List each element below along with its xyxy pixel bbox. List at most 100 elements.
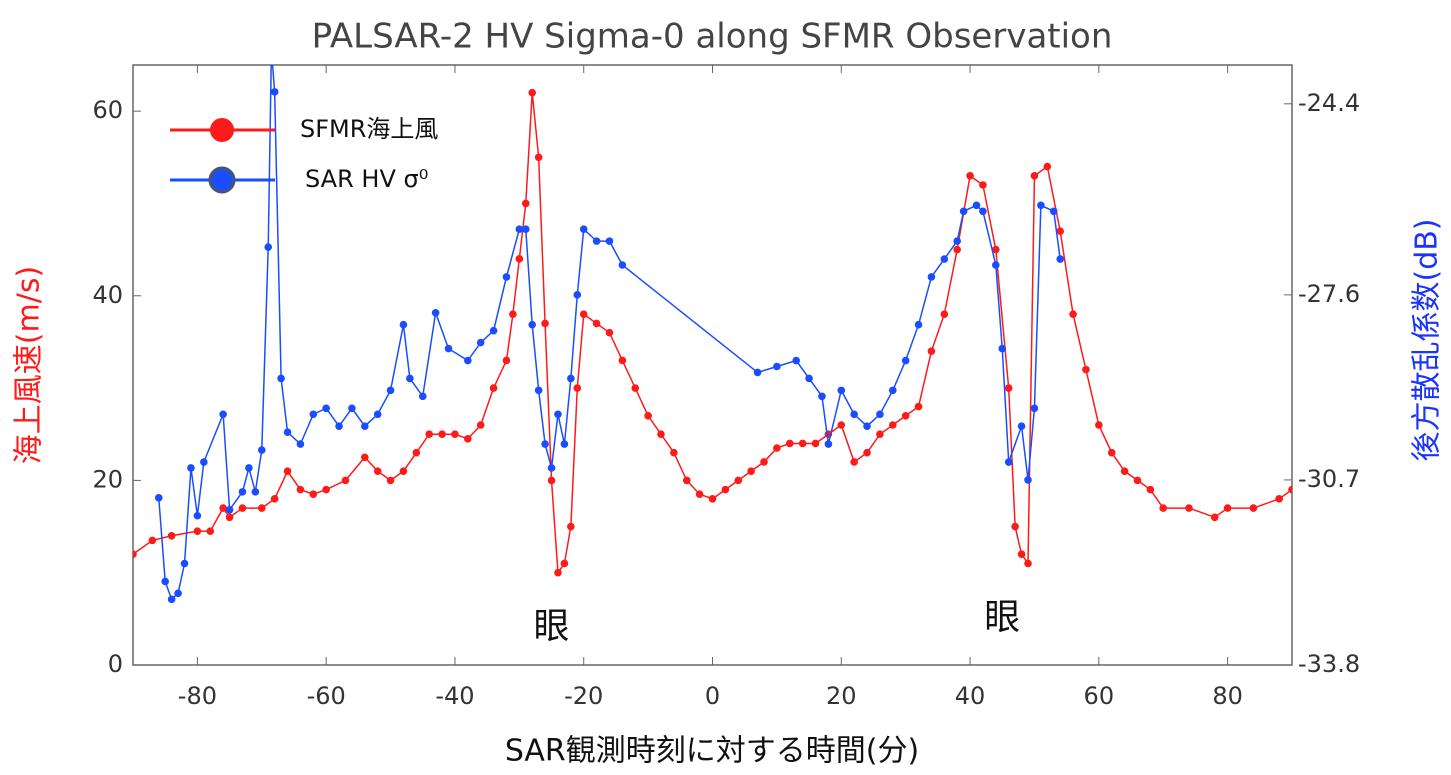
data-point [180,559,189,568]
legend-label: SFMR海上風 [300,115,438,143]
data-point [528,88,537,97]
data-point [863,422,871,430]
data-point [219,504,227,512]
y2-tick-label: -27.6 [1298,280,1360,308]
data-point [966,171,974,180]
data-point [914,402,923,411]
data-point [489,384,498,392]
data-point [888,386,897,395]
data-point [927,347,936,355]
data-point [682,476,691,485]
legend-label: SAR HV σ⁰ [305,165,428,193]
data-point [489,326,498,335]
data-point [283,428,292,436]
data-point [309,410,318,419]
data-point [225,513,234,522]
data-point [167,595,176,604]
data-point [148,536,157,545]
data-point [953,237,961,245]
plot-frame [132,64,1293,666]
data-point [734,476,743,485]
data-point [979,181,987,189]
data-point [438,430,446,439]
data-point [296,485,305,494]
y-tick-label: 0 [108,650,123,678]
data-point [476,338,485,347]
data-point [1024,559,1032,568]
data-point [888,421,897,429]
x-tick-label: 60 [1084,682,1115,710]
data-point [386,386,395,395]
data-point [1120,467,1129,475]
data-point [509,310,517,319]
data-point [1069,310,1077,319]
data-point [431,308,440,317]
data-point [1249,504,1258,512]
data-point [515,255,524,263]
data-point [747,467,755,475]
data-point [644,411,652,420]
data-point [998,344,1007,353]
data-point [476,421,485,429]
data-point [1210,513,1219,522]
data-point [268,46,276,54]
data-point [270,88,279,96]
data-point [515,225,524,233]
data-point [721,485,730,494]
data-point [502,356,511,365]
data-point [187,464,195,472]
data-point [1082,365,1090,374]
data-point [773,362,781,371]
data-point [818,392,826,401]
data-point [792,356,801,365]
data-point [464,356,472,365]
data-point [154,494,163,502]
data-point [521,199,530,208]
data-point [296,440,305,448]
data-point [618,261,627,269]
plot-area [133,46,1292,604]
data-point [979,207,987,216]
data-point [425,430,433,439]
data-point [1056,255,1064,263]
data-point [322,485,330,494]
series-line [158,65,1061,601]
data-point [1095,421,1103,429]
data-point [773,444,781,452]
data-point [193,527,202,535]
data-point [257,504,266,512]
data-point [238,504,247,512]
x-axis-label: SAR観測時刻に対する時間(分) [505,734,919,769]
data-point [206,527,215,535]
data-point [1288,485,1292,494]
data-point [264,243,273,251]
data-point [837,421,846,429]
data-point [927,273,936,281]
data-point [785,439,794,448]
data-point [940,310,949,319]
data-point [534,386,543,395]
y-tick-label: 60 [92,96,123,124]
data-point [567,522,575,531]
x-tick-label: -20 [564,682,603,710]
data-point [373,410,382,419]
data-point [901,411,910,420]
data-point [579,310,588,319]
data-point [1037,201,1045,210]
data-point [805,374,813,383]
data-point [521,225,530,233]
data-point [309,490,318,499]
x-tick-label: 80 [1212,682,1243,710]
data-point [573,384,582,392]
data-point [386,476,395,485]
y2-axis-label: 後方散乱係数(dB) [1410,218,1445,461]
data-point [412,448,421,457]
data-point [277,374,285,383]
annotation: 眼 [984,597,1020,638]
x-tick-label: -60 [307,682,346,710]
data-point [1011,522,1019,531]
data-point [399,467,408,475]
data-point [541,440,549,448]
data-point [257,446,266,454]
